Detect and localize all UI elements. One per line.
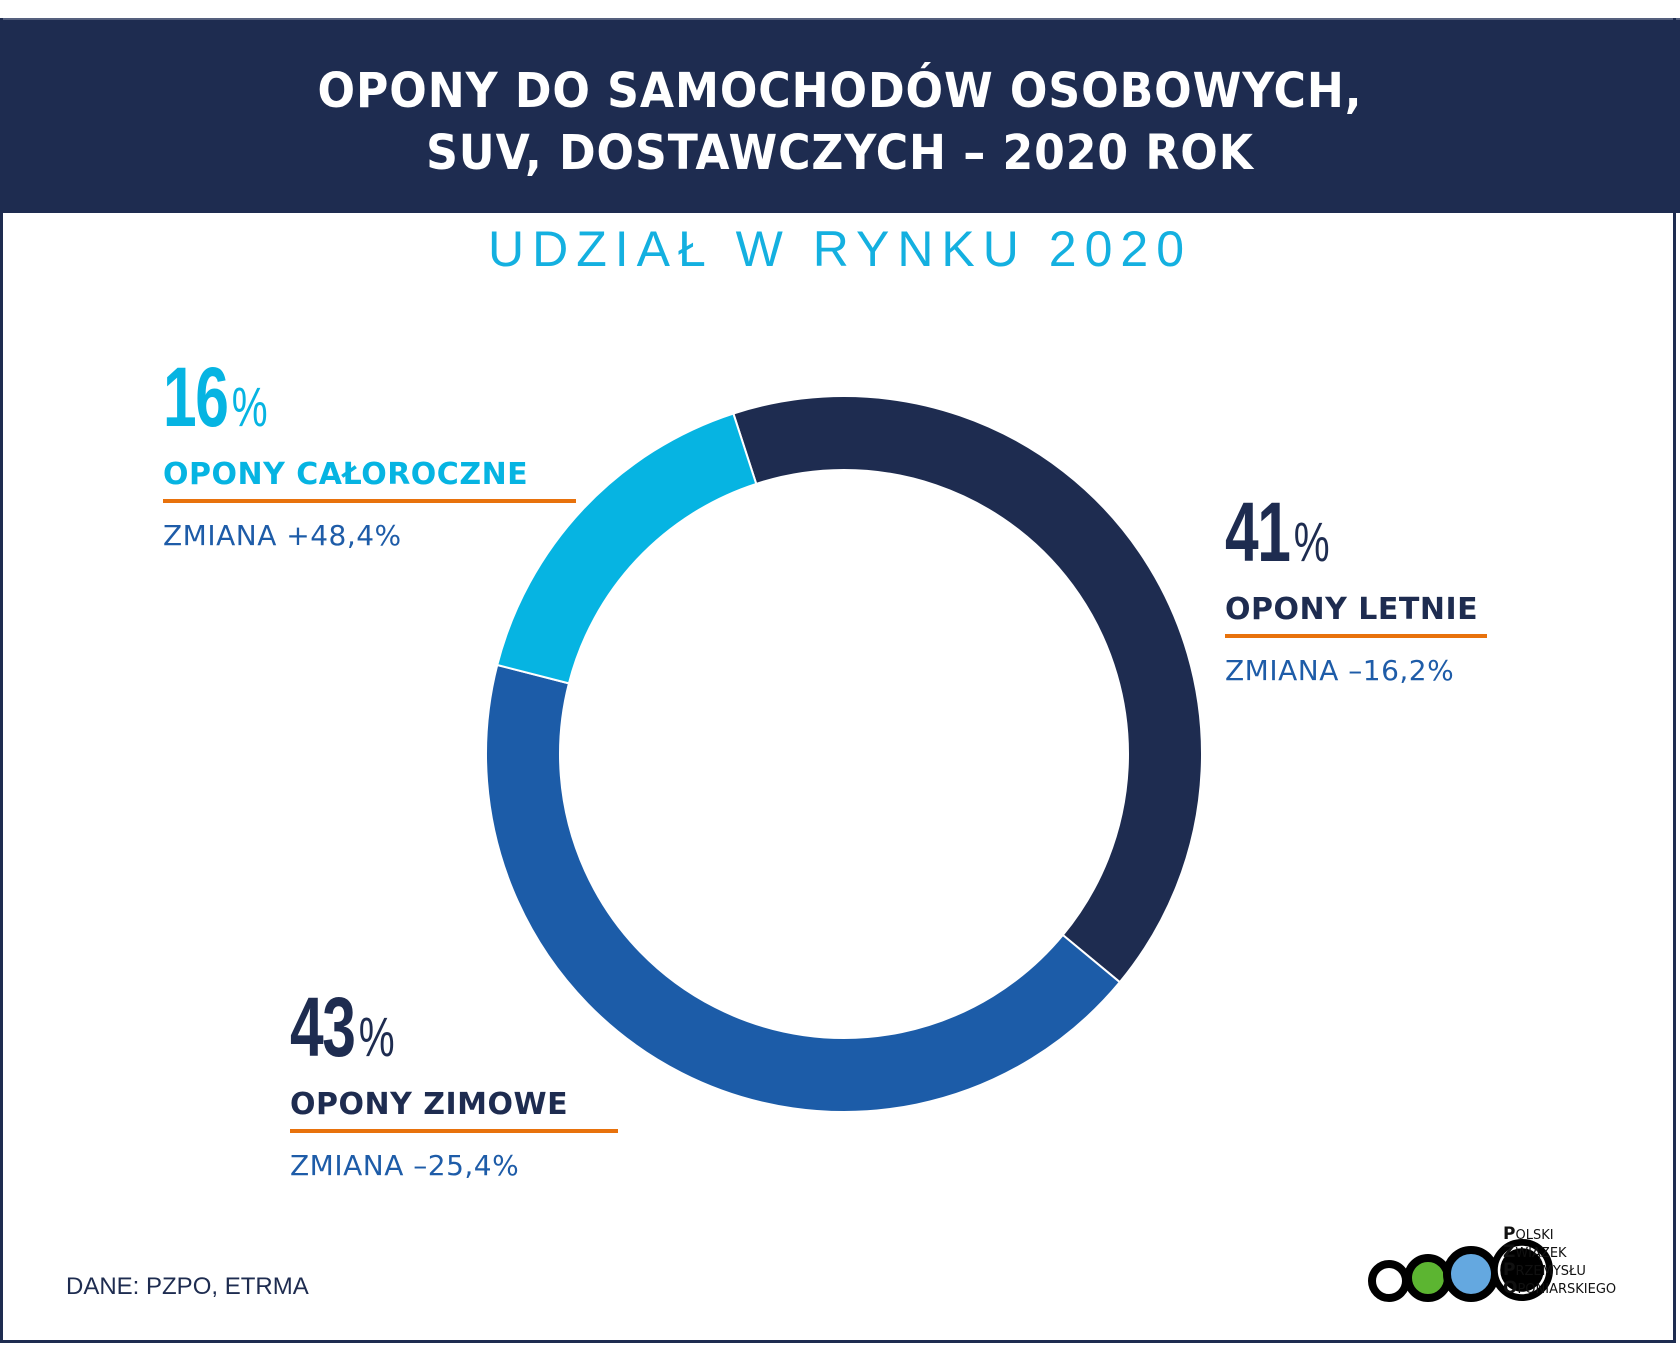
title-line-1: OPONY DO SAMOCHODÓW OSOBOWYCH, [317,63,1363,119]
change-allseason: ZMIANA +48,4% [163,519,402,552]
logo-circle-black [1491,1239,1553,1301]
pzpo-logo-circles [1368,1239,1553,1302]
donut-segment-winter [485,663,1122,1113]
logo-line-2: ZWIĄZEK [1503,1242,1567,1262]
category-allseason: OPONY CAŁOROCZNE [163,457,529,492]
frame-border [0,18,1676,1343]
percent-allseason: 16% [163,350,268,444]
logo-circle-green [1404,1254,1452,1302]
title-line-2: SUV, DOSTAWCZYCH – 2020 ROK [426,125,1254,181]
logo-circle-white [1368,1260,1410,1302]
header-banner: OPONY DO SAMOCHODÓW OSOBOWYCH, SUV, DOST… [0,18,1680,213]
change-winter: ZMIANA –25,4% [290,1149,520,1182]
divider-summer [1225,634,1487,638]
logo-line-1: POLSKI [1503,1224,1554,1244]
divider-winter [290,1129,618,1133]
label-summer: 41% OPONY LETNIE ZMIANA –16,2% [1225,490,1487,690]
logo-line-4: OPONIARSKIEGO [1503,1278,1617,1298]
percent-winter: 43% [290,980,395,1074]
data-source: DANE: PZPO, ETRMA [66,1273,309,1300]
percent-summer: 41% [1225,485,1330,579]
category-summer: OPONY LETNIE [1225,592,1479,627]
chart-title: OPONY DO SAMOCHODÓW OSOBOWYCH, SUV, DOST… [67,60,1613,184]
pzpo-logo-text: POLSKI ZWIĄZEK PRZEMYSŁU OPONIARSKIEGO [1503,1226,1616,1298]
donut-segment-allseason [496,412,758,685]
donut-chart [485,396,1203,1113]
label-allseason: 16% OPONY CAŁOROCZNE ZMIANA +48,4% [163,355,576,555]
change-summer: ZMIANA –16,2% [1225,654,1455,687]
donut-segment-summer [732,396,1203,984]
label-winter: 43% OPONY ZIMOWE ZMIANA –25,4% [290,985,618,1185]
category-winter: OPONY ZIMOWE [290,1087,569,1122]
logo-circle-blue [1443,1246,1499,1302]
divider-allseason [163,499,576,503]
logo-circle-ring [1497,1245,1547,1295]
logo-line-3: PRZEMYSŁU [1503,1260,1586,1280]
chart-subtitle: UDZIAŁ W RYNKU 2020 [487,221,1193,277]
